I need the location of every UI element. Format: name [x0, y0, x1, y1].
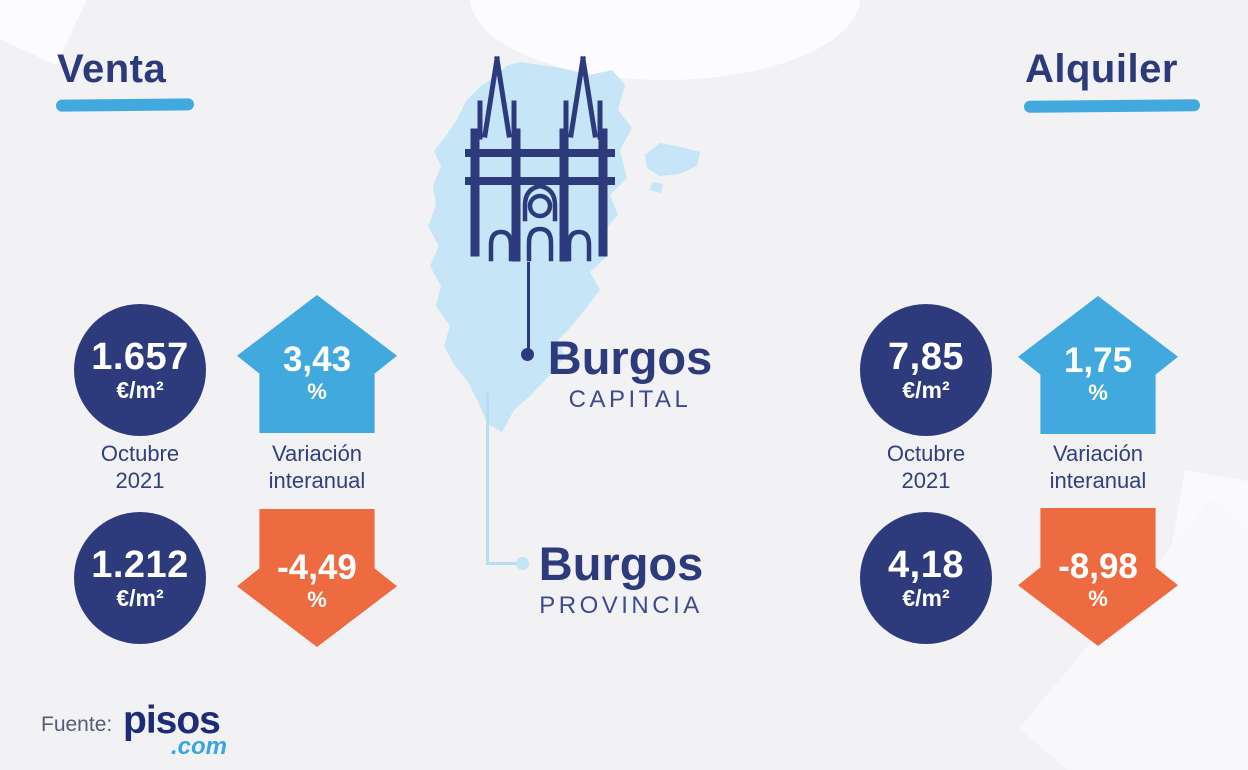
venta-section-title: Venta	[57, 47, 167, 91]
variation-unit: %	[1088, 586, 1108, 611]
capital-pointer-dot	[521, 348, 534, 361]
price-value: 4,18	[888, 544, 964, 586]
price-unit: €/m²	[116, 585, 164, 611]
venta-provincia-price-badge: 1.212 €/m²	[74, 512, 206, 644]
pisos-logo-tld: .com	[171, 733, 228, 760]
price-unit: €/m²	[902, 585, 950, 611]
venta-capital-period-label: Octubre 2021	[100, 441, 180, 493]
pisos-logo: pisos	[123, 699, 221, 742]
source-label: Fuente:	[41, 713, 113, 736]
alquiler-title-underline	[1023, 99, 1201, 113]
venta-capital-variation-badge: 3,43 %	[237, 295, 397, 433]
variation-value: 3,43	[282, 340, 352, 379]
price-value: 1.212	[91, 544, 189, 586]
alquiler-capital-variation-label: Variación interanual	[1049, 441, 1147, 493]
provincia-pointer-dot	[516, 557, 529, 570]
venta-title-underline	[55, 98, 195, 112]
alquiler-capital-variation-badge: 1,75 %	[1018, 296, 1178, 434]
venta-provincia-variation-badge: -4,49 %	[237, 509, 397, 647]
price-unit: €/m²	[902, 377, 950, 403]
provincia-name: Burgos	[538, 537, 704, 590]
variation-value: 1,75	[1063, 341, 1133, 380]
provincia-pointer-line	[486, 393, 489, 565]
price-value: 7,85	[888, 336, 964, 378]
variation-value: -8,98	[1058, 547, 1138, 586]
burgos-cathedral-icon	[465, 56, 615, 262]
variation-unit: %	[1088, 380, 1108, 405]
venta-capital-variation-label: Variación interanual	[268, 441, 366, 493]
capital-name: Burgos	[547, 331, 713, 384]
variation-value: -4,49	[277, 548, 357, 587]
variation-unit: %	[307, 379, 327, 404]
alquiler-provincia-variation-badge: -8,98 %	[1018, 508, 1178, 646]
price-unit: €/m²	[116, 377, 164, 403]
provincia-callout: Burgos PROVINCIA	[531, 539, 711, 619]
alquiler-capital-period-label: Octubre 2021	[886, 441, 966, 493]
provincia-pointer-line	[486, 562, 520, 565]
provincia-sublabel: PROVINCIA	[539, 592, 703, 619]
capital-callout: Burgos CAPITAL	[540, 333, 720, 413]
alquiler-provincia-price-badge: 4,18 €/m²	[860, 512, 992, 644]
price-value: 1.657	[91, 336, 189, 378]
alquiler-section-title: Alquiler	[1025, 47, 1178, 91]
alquiler-capital-price-badge: 7,85 €/m²	[860, 304, 992, 436]
capital-pointer-line	[527, 262, 530, 350]
capital-sublabel: CAPITAL	[568, 386, 692, 413]
venta-capital-price-badge: 1.657 €/m²	[74, 304, 206, 436]
variation-unit: %	[307, 587, 327, 612]
